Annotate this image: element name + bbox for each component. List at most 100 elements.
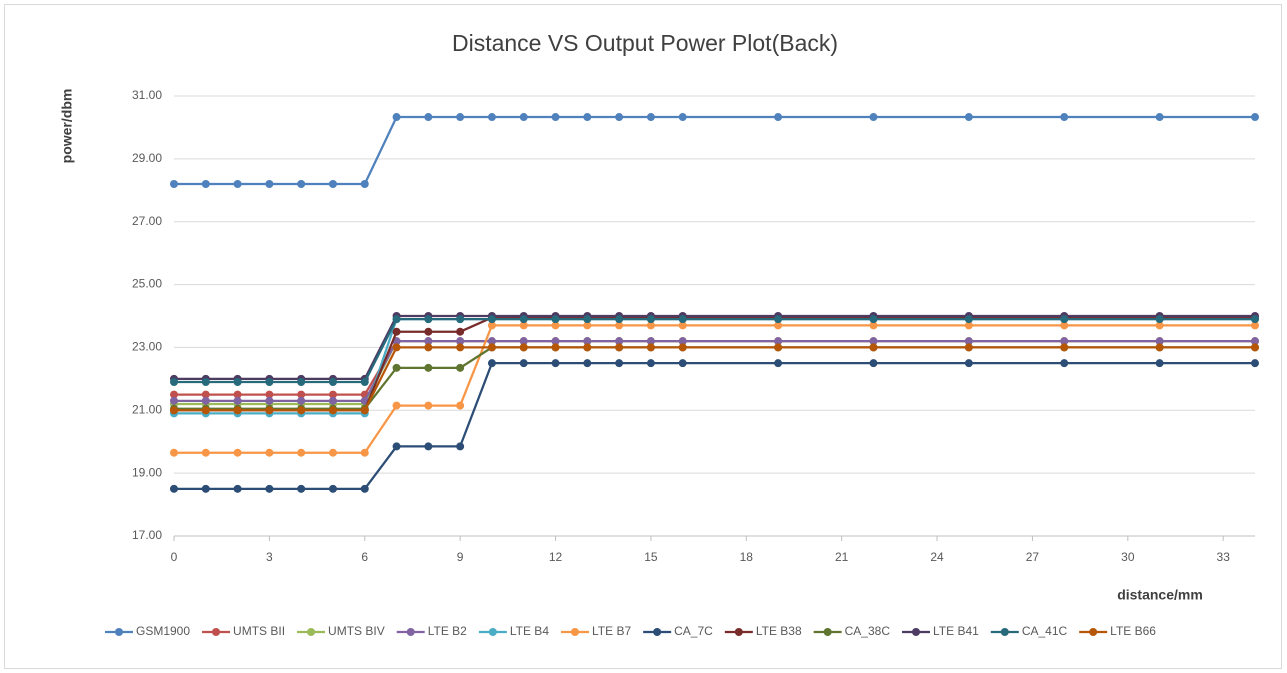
legend-label: LTE B7 (592, 624, 631, 638)
legend-item: GSM1900 (105, 624, 190, 638)
y-tick-label: 31.00 (132, 88, 162, 102)
data-point (297, 180, 306, 188)
data-point (424, 442, 433, 451)
data-point (456, 442, 465, 451)
data-point (328, 378, 337, 386)
data-point (869, 315, 878, 324)
y-tick-label: 29.00 (132, 151, 162, 165)
legend-marker (1000, 628, 1009, 636)
data-point (1251, 359, 1259, 368)
data-point (551, 337, 560, 346)
data-point (265, 390, 274, 399)
data-point (456, 343, 465, 352)
data-point (551, 113, 560, 122)
legend-item: LTE B38 (724, 624, 802, 638)
data-point (328, 406, 337, 415)
data-point (456, 327, 465, 336)
legend-item: UMTS BIV (297, 624, 385, 638)
data-point (519, 113, 528, 122)
data-point (646, 315, 655, 324)
y-tick-label: 17.00 (132, 528, 162, 542)
data-point (424, 315, 433, 324)
data-point (360, 180, 369, 188)
legend-marker (653, 628, 662, 636)
data-point (583, 315, 592, 324)
x-tick-label: 6 (361, 550, 368, 564)
legend-item: UMTS BII (202, 624, 285, 638)
legend-item: LTE B41 (902, 624, 979, 638)
x-tick-label: 0 (171, 550, 178, 564)
data-point (1060, 315, 1069, 324)
legend-label: CA_38C (845, 624, 891, 638)
data-point (678, 315, 687, 324)
data-point (583, 343, 592, 352)
data-point (774, 113, 783, 122)
x-tick-label: 9 (457, 550, 464, 564)
data-point (233, 378, 242, 386)
legend-item: LTE B7 (561, 624, 631, 638)
data-point (964, 321, 973, 330)
data-point (1251, 337, 1259, 346)
legend-marker (212, 628, 221, 636)
data-point (774, 359, 783, 368)
legend-label: LTE B2 (428, 624, 467, 638)
data-point (201, 390, 210, 399)
legend-label: CA_7C (674, 624, 713, 638)
data-point (392, 363, 401, 372)
data-point (1251, 113, 1259, 122)
data-point (265, 484, 274, 493)
legend-marker (406, 628, 415, 636)
data-point (456, 337, 465, 346)
data-point (487, 337, 496, 346)
data-point (519, 343, 528, 352)
data-point (1155, 359, 1164, 368)
legend-marker (1089, 628, 1098, 636)
legend-marker (734, 628, 743, 636)
data-point (424, 337, 433, 346)
data-point (328, 180, 337, 188)
data-point (1155, 337, 1164, 346)
x-tick-label: 15 (644, 550, 658, 564)
data-point (201, 484, 210, 493)
legend-marker (571, 628, 579, 636)
data-point (170, 484, 178, 493)
y-tick-label: 27.00 (132, 214, 162, 228)
data-point (233, 390, 242, 399)
legend-label: UMTS BII (233, 624, 285, 638)
data-point (1155, 315, 1164, 324)
data-point (328, 396, 337, 405)
data-point (233, 406, 242, 415)
x-tick-label: 27 (1026, 550, 1040, 564)
data-point (297, 396, 306, 405)
data-point (392, 315, 401, 324)
data-point (1155, 113, 1164, 122)
data-point (487, 343, 496, 352)
data-point (583, 337, 592, 346)
data-point (487, 359, 496, 368)
legend-item: CA_7C (643, 624, 713, 638)
y-tick-label: 19.00 (132, 465, 162, 479)
data-point (170, 396, 178, 405)
data-point (297, 484, 306, 493)
legend-item: LTE B4 (478, 624, 549, 638)
data-point (233, 396, 242, 405)
x-tick-label: 33 (1217, 550, 1231, 564)
data-point (678, 359, 687, 368)
data-point (551, 343, 560, 352)
data-point (392, 442, 401, 451)
data-point (1251, 321, 1259, 330)
data-point (551, 315, 560, 324)
data-point (869, 337, 878, 346)
data-point (265, 180, 274, 188)
data-point (424, 327, 433, 336)
legend-label: LTE B41 (933, 624, 979, 638)
data-point (170, 180, 178, 188)
chart-title: Distance VS Output Power Plot(Back) (452, 30, 838, 56)
data-point (869, 113, 878, 122)
data-point (583, 113, 592, 122)
data-point (392, 343, 401, 352)
y-tick-label: 23.00 (132, 340, 162, 354)
data-point (615, 343, 624, 352)
data-point (1060, 321, 1069, 330)
data-point (265, 406, 274, 415)
